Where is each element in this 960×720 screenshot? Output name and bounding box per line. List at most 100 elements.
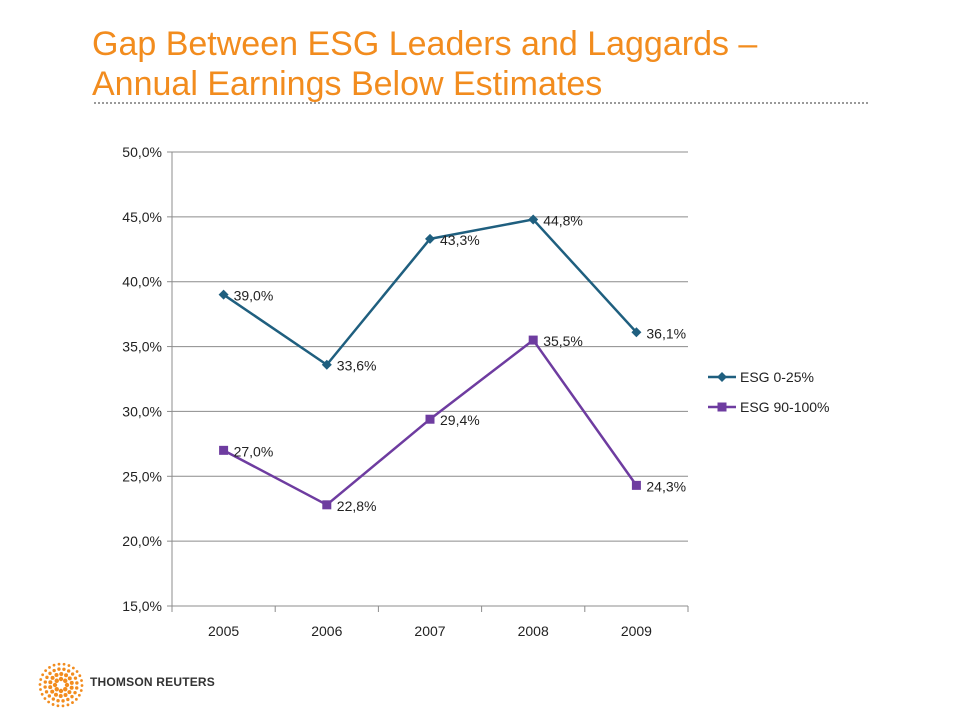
logo-dot [50,675,55,680]
data-label: 24,3% [646,478,686,494]
logo-dot [48,685,53,690]
slide-title-line-1: Gap Between ESG Leaders and Laggards – [92,25,758,63]
logo-dot [44,669,48,673]
logo-dot [52,682,58,688]
logo-dot [78,674,82,678]
data-point [528,335,538,345]
logo-dot [39,678,43,681]
logo-dot [51,703,55,706]
data-label: 33,6% [337,358,377,374]
data-point [425,414,435,424]
logo-dot [64,682,70,688]
logo-dot [50,689,55,694]
logo-dot [58,693,63,698]
legend-label: ESG 0-25% [740,369,814,385]
logo-dot [80,684,84,687]
logo-dot [77,693,81,697]
logo-dot [45,675,49,680]
logo-dot [66,703,70,707]
logo-dot [48,666,51,669]
logo-dot [66,669,71,673]
data-label: 22,8% [337,498,377,514]
logo-dot [63,693,68,698]
slide-title: Gap Between ESG Leaders and Laggards – A… [92,24,882,104]
data-point [219,445,229,455]
logo-dot [41,673,45,677]
data-point [528,214,539,225]
logo-dot [69,685,74,690]
logo-dot [73,676,78,680]
data-point [218,289,229,300]
logo-dot [71,666,75,670]
logo-dot [53,692,58,697]
logo-dot [74,697,78,701]
y-tick-label: 30,0% [122,403,162,419]
data-label: 29,4% [440,412,480,428]
logo-dot [40,692,44,696]
x-tick-label: 2007 [414,623,445,639]
logo-dot [80,679,83,682]
logo-dot [67,690,72,695]
logo-dot [48,671,52,676]
title-divider [94,102,868,104]
logo-dot [52,663,56,667]
thomson-reuters-logo-icon [38,662,84,708]
logo-dot [43,680,47,684]
logo-dot [56,704,60,708]
logo-dot [75,681,79,685]
logo-dot [63,687,68,692]
logo-dot [39,688,42,691]
legend-marker [717,402,727,412]
x-tick-label: 2008 [518,623,549,639]
logo-dot [44,690,49,694]
footer-brand: THOMSON REUTERS [90,675,216,689]
data-label: 39,0% [234,288,274,304]
logo-dot [54,672,59,677]
slide-title-line-2: Annual Earnings Below Estimates [92,65,603,103]
data-point [631,480,641,490]
y-tick-label: 25,0% [122,468,162,484]
x-tick-label: 2009 [621,623,652,639]
logo-dot [56,699,60,703]
logo-dot [48,680,53,685]
data-point [631,327,642,338]
x-tick-label: 2005 [208,623,239,639]
logo-dot [75,670,79,673]
logo-dot [47,700,51,704]
logo-dot [58,676,64,682]
logo-dot [79,689,83,692]
y-tick-label: 50,0% [122,144,162,160]
data-point [321,359,332,370]
x-tick-label: 2006 [311,623,342,639]
data-point [322,500,332,510]
logo-dot [73,690,77,695]
data-label: 27,0% [234,443,274,459]
logo-dot [61,699,65,703]
logo-dot [52,668,56,673]
data-point [425,233,435,244]
logo-dot [67,664,71,667]
logo-dot [66,697,70,702]
legend-marker [717,372,727,382]
logo-dot [62,667,66,671]
logo-dot [70,694,74,699]
logo-dot [63,678,68,683]
logo-dot [57,662,61,666]
y-tick-label: 35,0% [122,339,162,355]
logo-dot [54,687,59,692]
logo-dot [62,662,66,666]
logo-dot [51,697,56,701]
logo-dot [43,697,47,700]
logo-dot [64,673,69,678]
logo-dot [67,676,72,681]
logo-dot [69,680,74,685]
logo-dot [59,672,64,677]
logo-dot [57,667,61,671]
logo-dot [58,688,64,694]
logo-dot [43,685,47,689]
logo-dot [47,694,52,698]
legend-label: ESG 90-100% [740,399,830,415]
y-tick-label: 45,0% [122,209,162,225]
logo-dot [54,678,59,683]
